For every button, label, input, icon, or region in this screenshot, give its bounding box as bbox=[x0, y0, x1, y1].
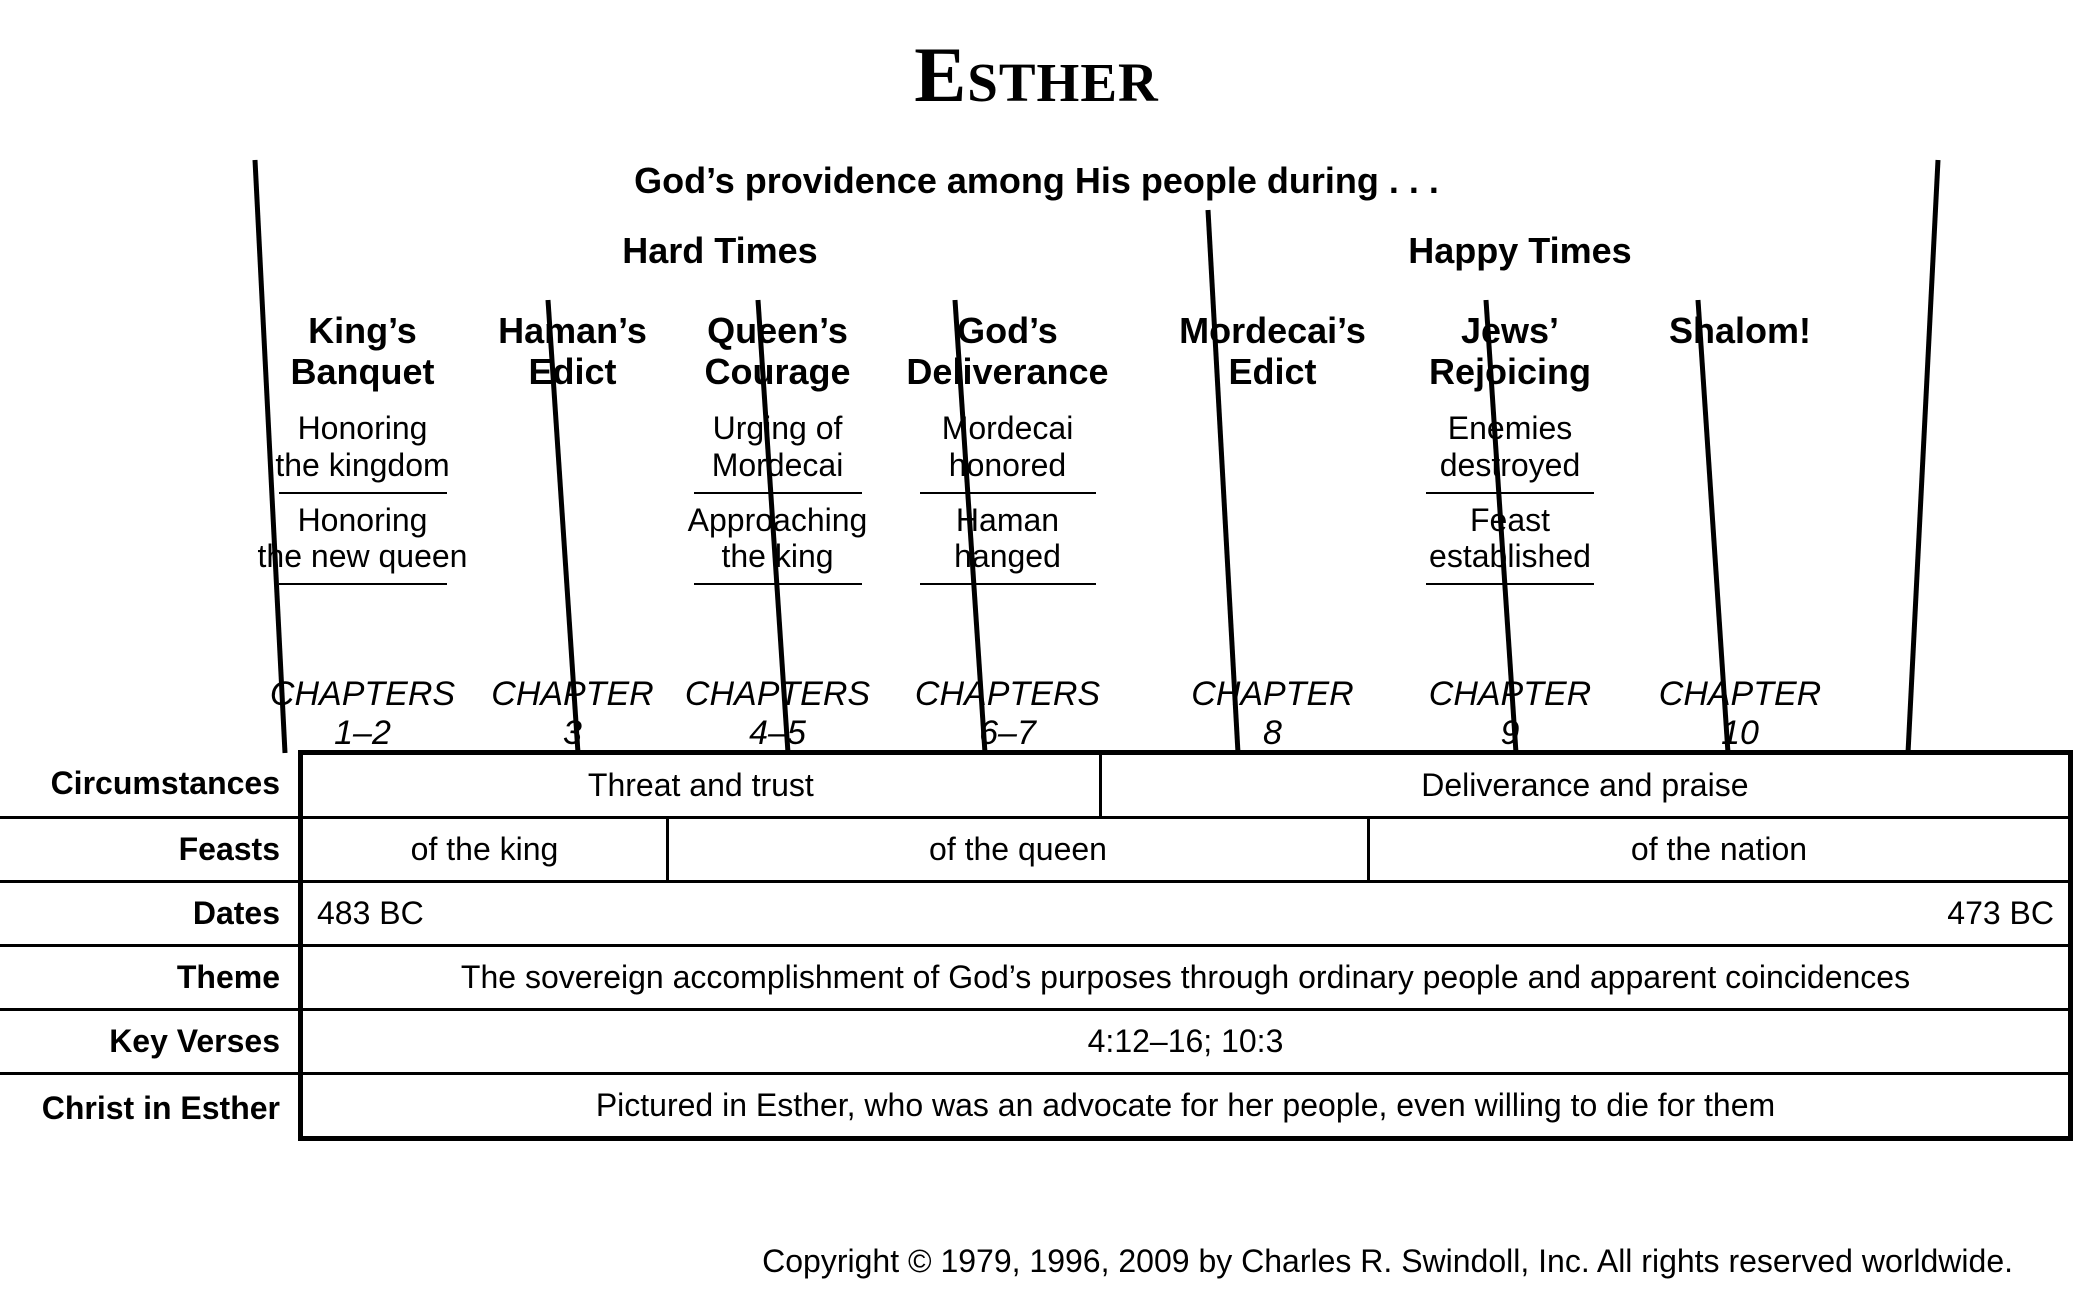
cell: Deliverance and praise bbox=[1099, 755, 2068, 816]
row-label: Theme bbox=[0, 947, 298, 1011]
row-cells: of the kingof the queenof the nation bbox=[298, 819, 2073, 883]
column-head-2: Queen’sCourage bbox=[673, 310, 883, 393]
column-head-0: King’sBanquet bbox=[258, 310, 468, 393]
page: Esther God’s providence among His people… bbox=[0, 0, 2073, 1310]
cell: of the king bbox=[303, 819, 666, 880]
column-chapters-3: CHAPTERS6–7 bbox=[898, 675, 1118, 753]
copyright: Copyright © 1979, 1996, 2009 by Charles … bbox=[762, 1243, 2013, 1280]
subtitle: God’s providence among His people during… bbox=[0, 160, 2073, 202]
column-subs-3: MordecaihonoredHamanhanged bbox=[898, 410, 1118, 593]
top-diagram-area: God’s providence among His people during… bbox=[0, 200, 2073, 750]
cell: 473 BC bbox=[1186, 883, 2069, 944]
column-chapters-2: CHAPTERS4–5 bbox=[673, 675, 883, 753]
column-chapters-0: CHAPTERS1–2 bbox=[258, 675, 468, 753]
column-head-1: Haman’sEdict bbox=[478, 310, 668, 393]
cell: Threat and trust bbox=[303, 755, 1099, 816]
cell: of the queen bbox=[666, 819, 1367, 880]
table-row: CircumstancesThreat and trustDeliverance… bbox=[0, 750, 2073, 819]
row-label: Christ in Esther bbox=[0, 1075, 298, 1141]
column-chapters-4: CHAPTER8 bbox=[1163, 675, 1383, 753]
row-cells: Threat and trustDeliverance and praise bbox=[298, 750, 2073, 819]
cell: 483 BC bbox=[303, 883, 1186, 944]
row-cells: The sovereign accomplishment of God’s pu… bbox=[298, 947, 2073, 1011]
row-cells: Pictured in Esther, who was an advocate … bbox=[298, 1075, 2073, 1141]
column-head-6: Shalom! bbox=[1645, 310, 1835, 351]
row-label: Circumstances bbox=[0, 750, 298, 819]
column-subs-5: EnemiesdestroyedFeastestablished bbox=[1405, 410, 1615, 593]
cell: 4:12–16; 10:3 bbox=[303, 1011, 2068, 1072]
cell: of the nation bbox=[1367, 819, 2068, 880]
table-row: Christ in EstherPictured in Esther, who … bbox=[0, 1075, 2073, 1141]
cell: Pictured in Esther, who was an advocate … bbox=[303, 1075, 2068, 1136]
column-head-5: Jews’Rejoicing bbox=[1405, 310, 1615, 393]
table-row: ThemeThe sovereign accomplishment of God… bbox=[0, 947, 2073, 1011]
column-chapters-6: CHAPTER10 bbox=[1645, 675, 1835, 753]
table-row: Key Verses4:12–16; 10:3 bbox=[0, 1011, 2073, 1075]
column-chapters-1: CHAPTER3 bbox=[478, 675, 668, 753]
column-subs-2: Urging ofMordecaiApproachingthe king bbox=[673, 410, 883, 593]
cell: The sovereign accomplishment of God’s pu… bbox=[303, 947, 2068, 1008]
table-row: Feastsof the kingof the queenof the nati… bbox=[0, 819, 2073, 883]
row-cells: 4:12–16; 10:3 bbox=[298, 1011, 2073, 1075]
row-cells: 483 BC473 BC bbox=[298, 883, 2073, 947]
row-label: Dates bbox=[0, 883, 298, 947]
table-row: Dates483 BC473 BC bbox=[0, 883, 2073, 947]
section-label-left: Hard Times bbox=[570, 230, 870, 272]
column-chapters-5: CHAPTER9 bbox=[1405, 675, 1615, 753]
summary-table: CircumstancesThreat and trustDeliverance… bbox=[0, 750, 2073, 1141]
column-head-4: Mordecai’sEdict bbox=[1163, 310, 1383, 393]
column-head-3: God’sDeliverance bbox=[898, 310, 1118, 393]
row-label: Key Verses bbox=[0, 1011, 298, 1075]
column-subs-0: Honoringthe kingdomHonoringthe new queen bbox=[258, 410, 468, 593]
section-label-right: Happy Times bbox=[1370, 230, 1670, 272]
page-title: Esther bbox=[0, 30, 2073, 120]
row-label: Feasts bbox=[0, 819, 298, 883]
